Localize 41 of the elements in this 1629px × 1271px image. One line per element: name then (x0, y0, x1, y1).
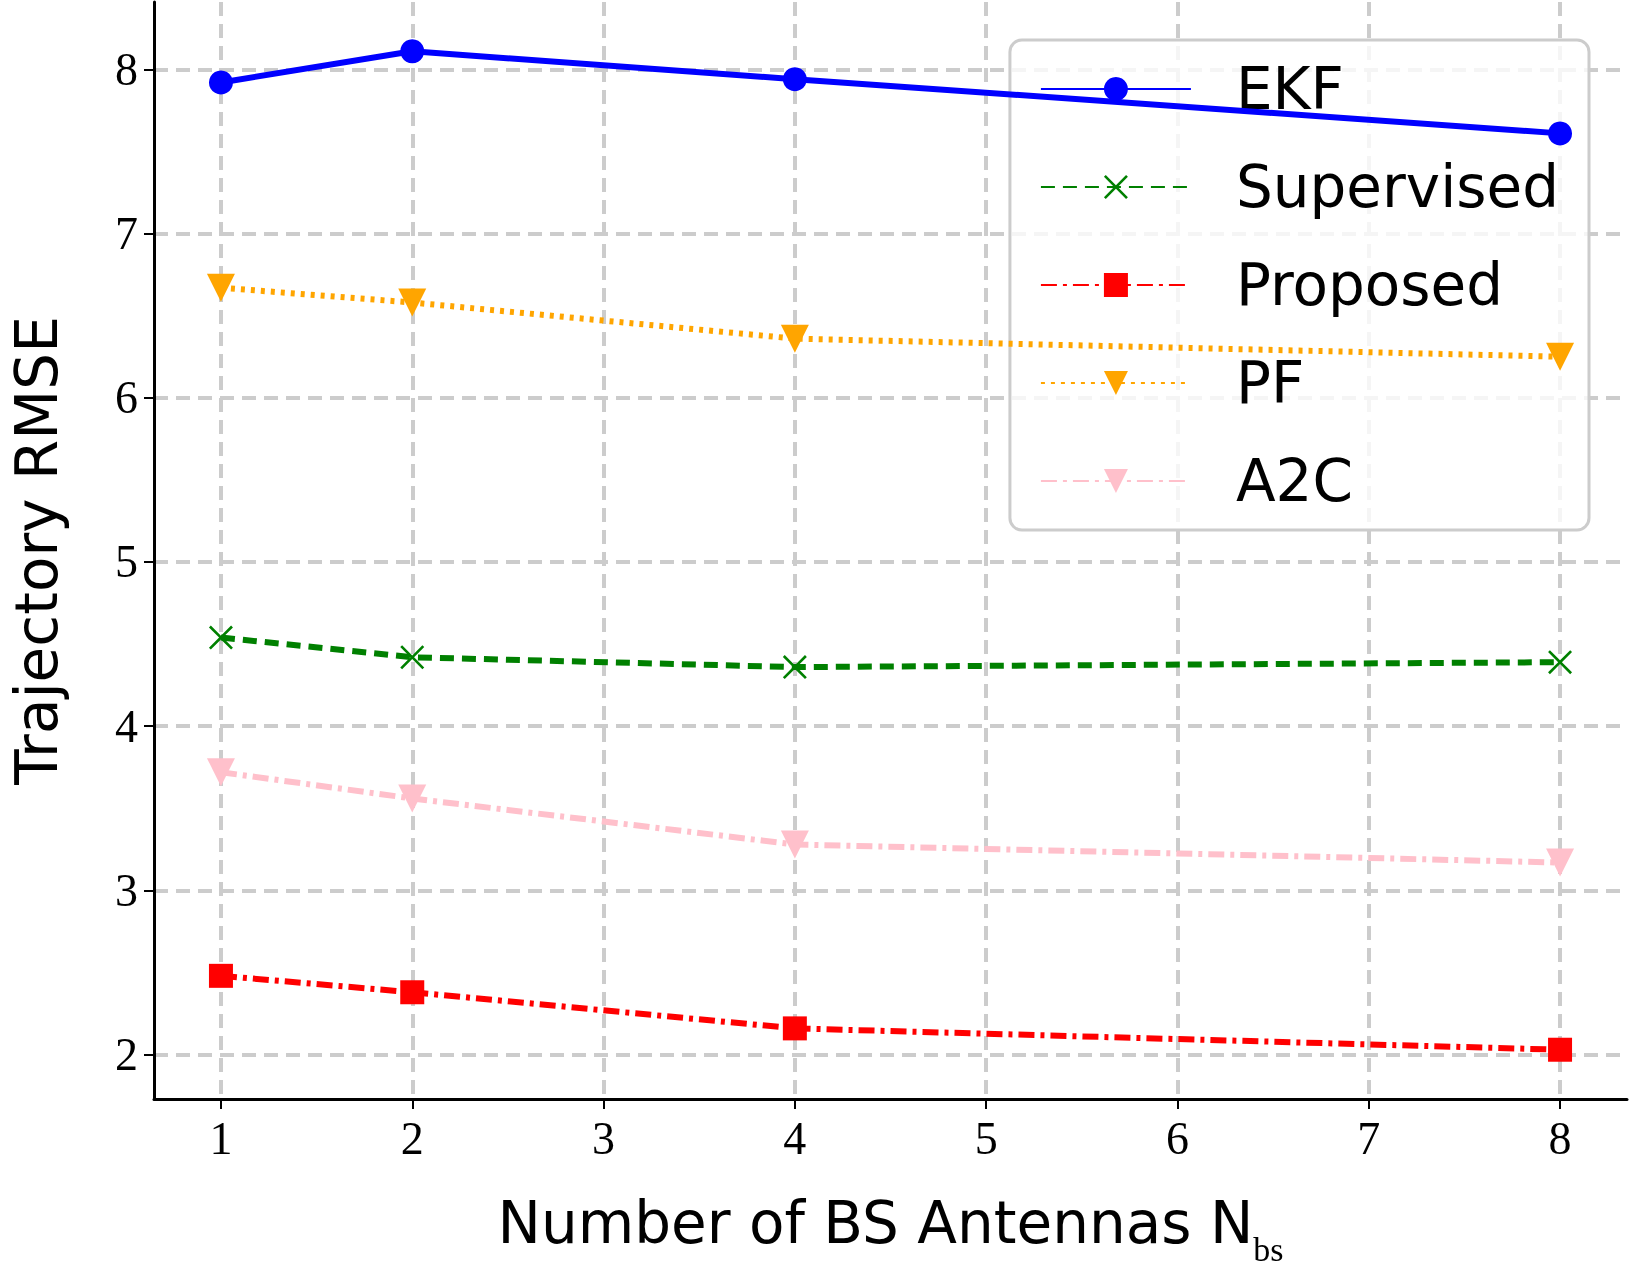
point (208, 963, 233, 988)
x-tick-label: 7 (1357, 1112, 1381, 1164)
legend-label: Proposed (1235, 251, 1503, 319)
point (206, 273, 235, 302)
point (206, 758, 235, 787)
point (782, 67, 807, 92)
point (398, 288, 427, 317)
y-tick-label: 8 (115, 43, 138, 95)
legend-label: A2C (1235, 447, 1353, 515)
point (1546, 342, 1575, 371)
point (782, 655, 807, 680)
point (208, 625, 233, 650)
y-tick-label: 2 (115, 1029, 138, 1081)
x-tick-label: 1 (209, 1112, 233, 1164)
y-tick-label: 6 (115, 372, 138, 424)
point (1548, 121, 1573, 146)
point (400, 980, 425, 1005)
point (208, 70, 233, 95)
y-axis-title: Trajectory RMSE (3, 316, 71, 786)
point (400, 645, 425, 670)
x-tick-label: 8 (1548, 1112, 1572, 1164)
legend-label: PF (1235, 349, 1305, 417)
legend-label: Supervised (1235, 153, 1559, 221)
point (780, 324, 809, 353)
point (780, 830, 809, 859)
point (1546, 848, 1575, 877)
y-tick-label: 7 (115, 208, 138, 260)
point (1548, 1037, 1573, 1062)
x-tick-label: 3 (592, 1112, 616, 1164)
legend-label: EKF (1235, 55, 1344, 123)
point (398, 784, 427, 813)
point (1548, 650, 1573, 675)
x-tick-label: 6 (1165, 1112, 1189, 1164)
y-tick-label: 3 (115, 864, 138, 916)
x-tick-label: 4 (783, 1112, 807, 1164)
point (400, 39, 425, 64)
x-tick-label: 2 (400, 1112, 424, 1164)
y-tick-label: 5 (115, 536, 138, 588)
point (782, 1016, 807, 1041)
x-tick-label: 5 (974, 1112, 998, 1164)
y-tick-label: 4 (115, 700, 138, 752)
